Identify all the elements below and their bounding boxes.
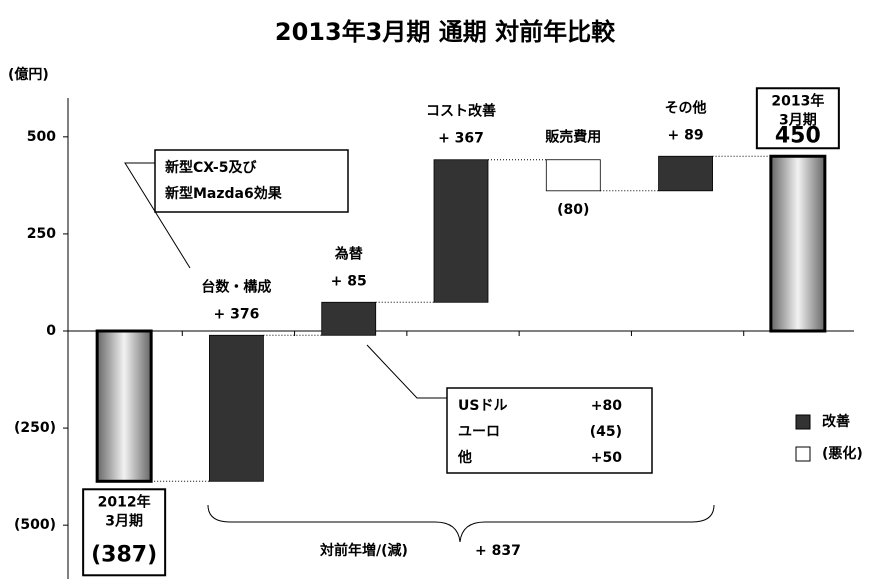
value-label: + 376 xyxy=(214,306,260,322)
category-label: 3月期 xyxy=(779,112,817,128)
category-label: 2012年 xyxy=(98,493,151,510)
callout-text: 新型Mazda6効果 xyxy=(165,185,283,202)
category-label: 3月期 xyxy=(105,513,143,529)
total-change-label: 対前年増/(減) xyxy=(319,542,408,559)
value-label: + 89 xyxy=(668,127,704,143)
callout-box xyxy=(154,149,349,213)
legend-swatch xyxy=(795,414,811,430)
value-label: (387) xyxy=(91,542,157,567)
callout-box xyxy=(446,387,653,474)
fx-value: +80 xyxy=(591,398,622,414)
legend-label: (悪化) xyxy=(822,445,863,462)
y-axis-label: (億円) xyxy=(8,66,49,83)
y-tick-label: 0 xyxy=(46,323,56,339)
bar xyxy=(95,329,153,483)
value-label: + 85 xyxy=(331,273,367,289)
bar xyxy=(433,159,489,303)
total-box xyxy=(82,488,167,577)
category-label: コスト改善 xyxy=(426,103,496,120)
bar xyxy=(321,301,377,336)
y-tick-label: 250 xyxy=(27,226,56,242)
chart-title: 2013年3月期 通期 対前年比較 xyxy=(275,18,616,46)
y-tick-label: (250) xyxy=(14,420,56,436)
y-tick-label: 500 xyxy=(27,129,56,145)
bar xyxy=(209,334,264,482)
bar xyxy=(658,155,713,192)
total-box xyxy=(755,87,840,150)
value-label: (80) xyxy=(557,202,589,218)
brace xyxy=(207,504,715,543)
bar xyxy=(545,159,601,192)
value-label: + 367 xyxy=(438,131,484,147)
fx-name: USドル xyxy=(458,398,507,414)
total-change-value: + 837 xyxy=(475,543,521,559)
fx-value: (45) xyxy=(590,424,622,440)
bar xyxy=(769,154,827,333)
fx-name: 他 xyxy=(457,449,472,466)
category-label: 台数・構成 xyxy=(201,278,271,295)
fx-name: ユーロ xyxy=(458,424,500,440)
value-label: 450 xyxy=(775,123,821,148)
category-label: 販売費用 xyxy=(545,129,601,146)
category-label: 為替 xyxy=(334,245,364,262)
callout-line xyxy=(124,162,191,269)
category-label: その他 xyxy=(665,99,707,116)
category-label: 2013年 xyxy=(771,92,824,109)
fx-value: +50 xyxy=(591,450,622,466)
callout-text: 新型CX-5及び xyxy=(165,159,257,176)
legend-swatch xyxy=(795,446,811,462)
legend-label: 改善 xyxy=(822,413,850,430)
callout-line xyxy=(366,344,447,399)
y-tick-label: (500) xyxy=(14,517,56,533)
